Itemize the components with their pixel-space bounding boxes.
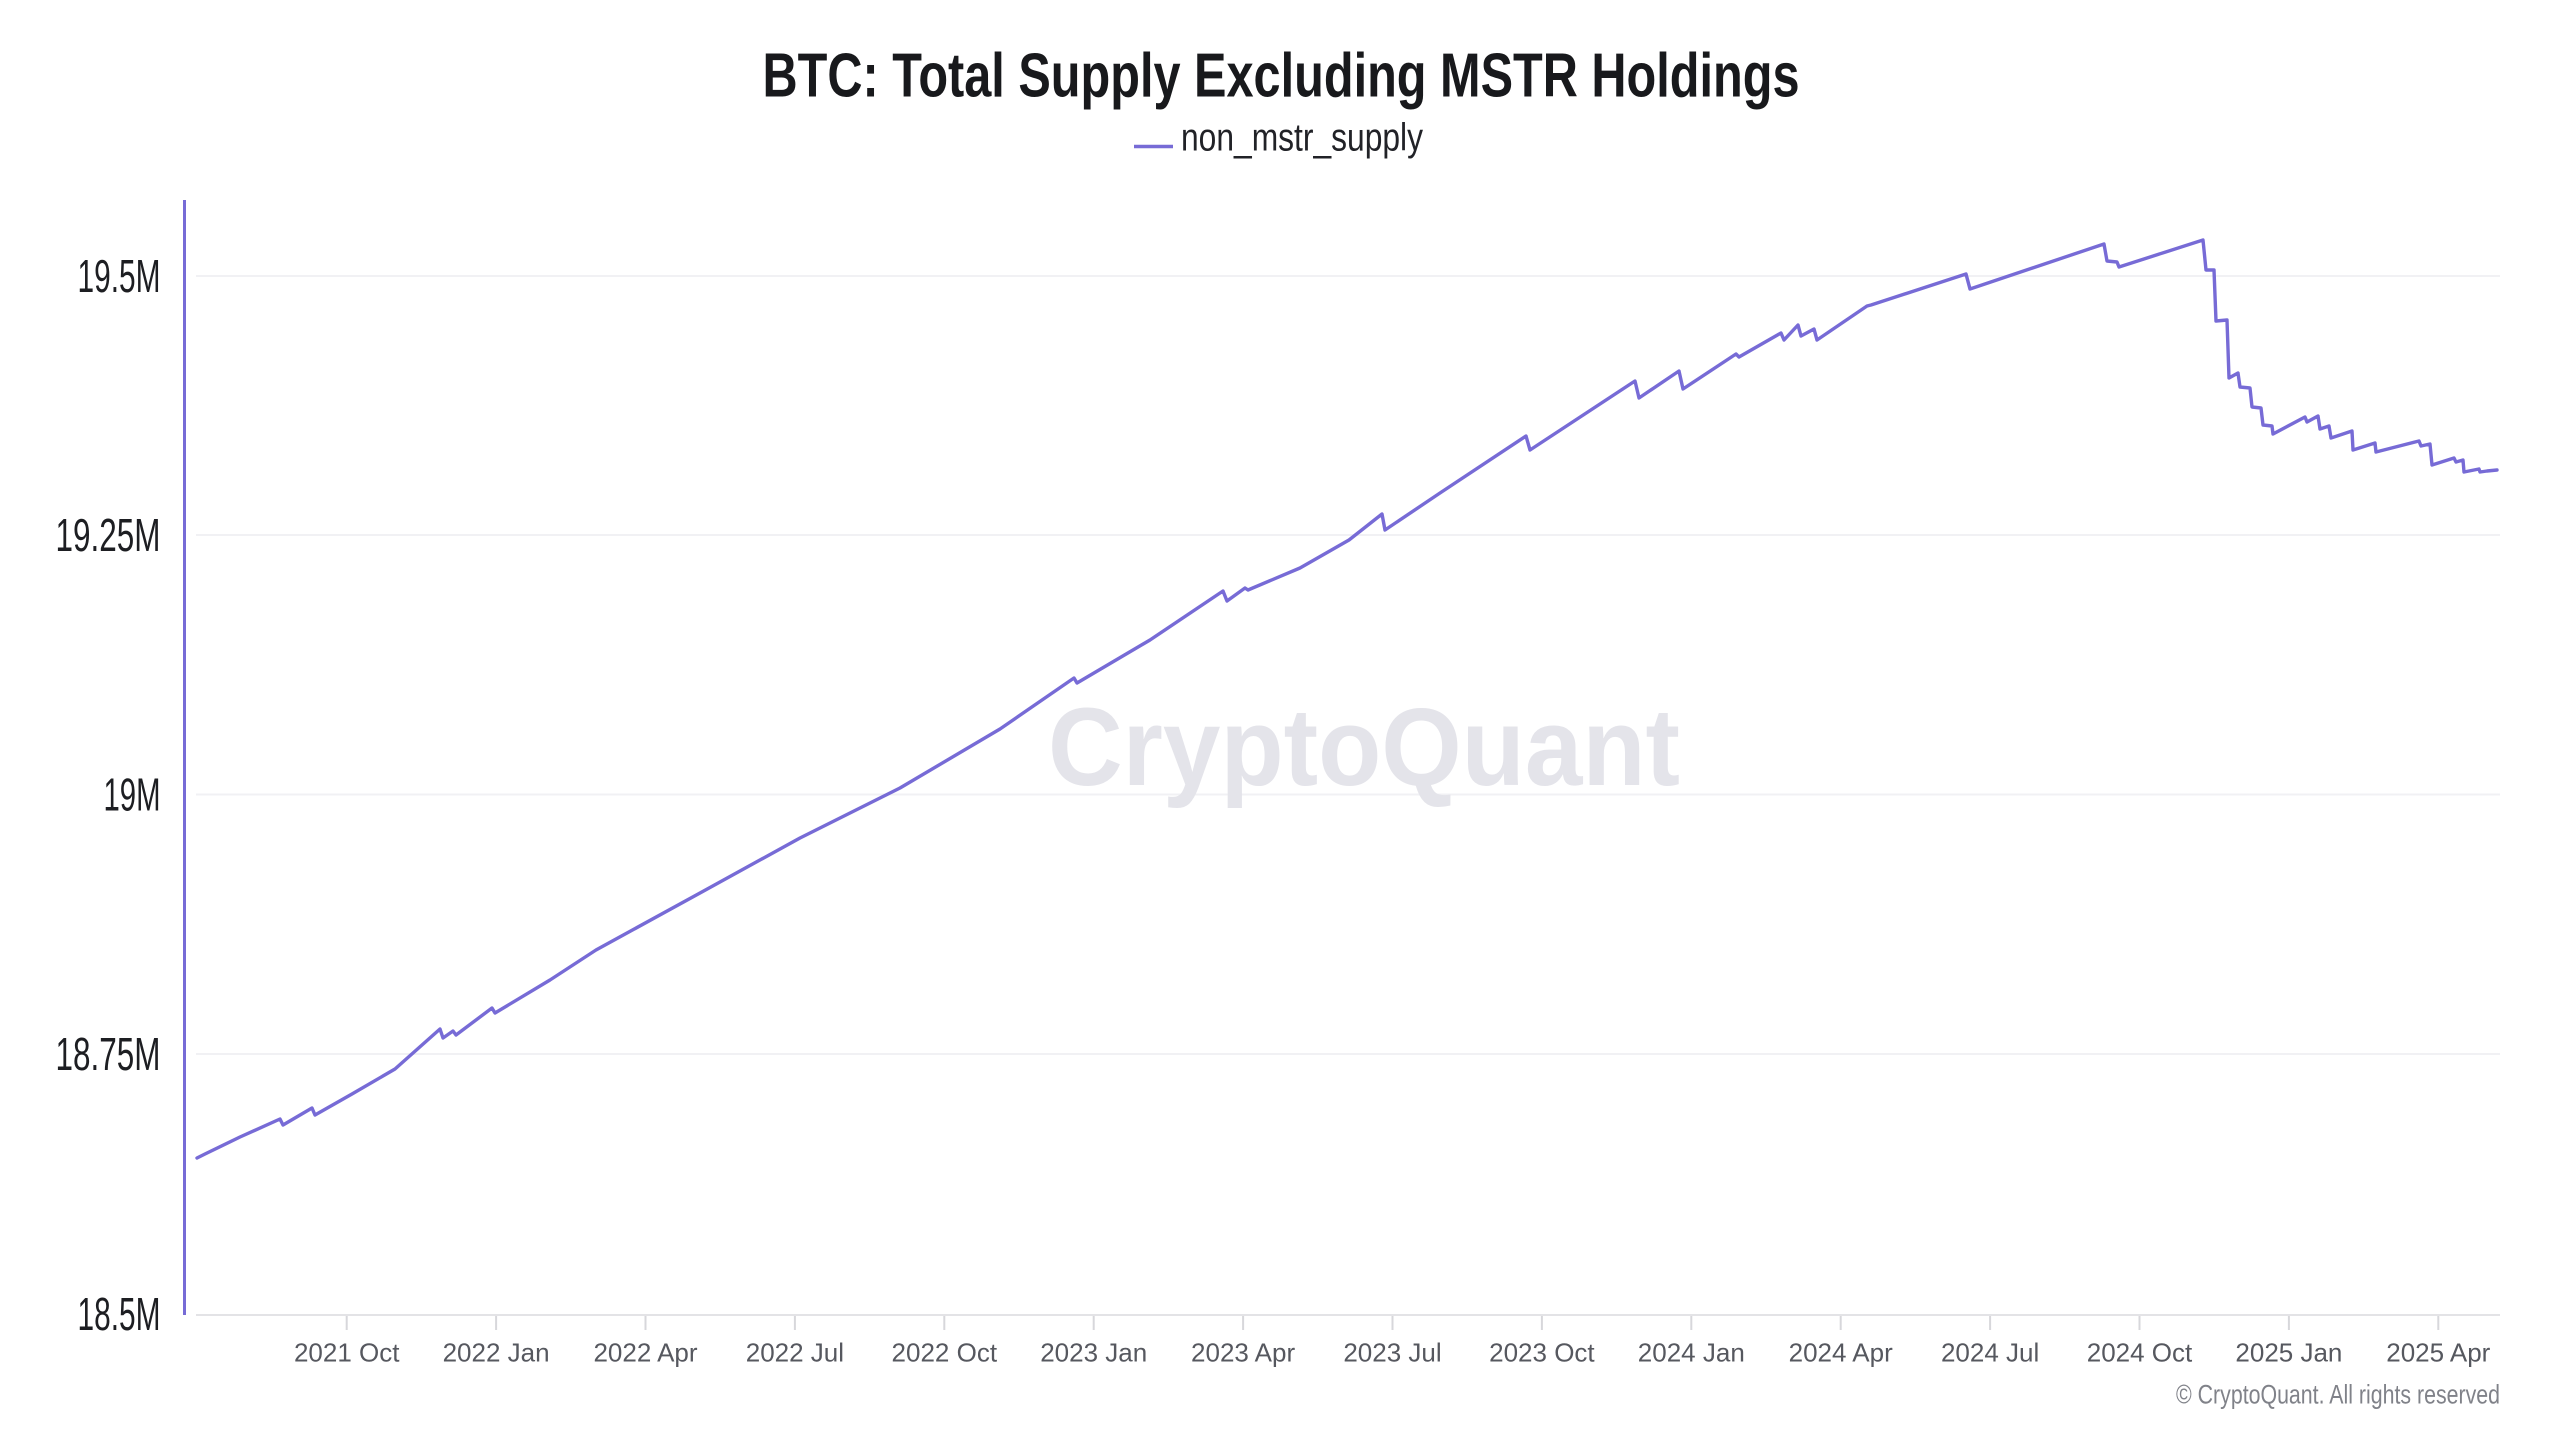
svg-text:2023 Jan: 2023 Jan (1040, 1338, 1147, 1368)
svg-text:2022 Apr: 2022 Apr (593, 1338, 697, 1368)
svg-text:2023 Oct: 2023 Oct (1489, 1338, 1595, 1368)
svg-text:non_mstr_supply: non_mstr_supply (1181, 117, 1423, 160)
svg-text:2023 Jul: 2023 Jul (1343, 1338, 1441, 1368)
svg-text:2022 Oct: 2022 Oct (892, 1338, 998, 1368)
svg-text:CryptoQuant: CryptoQuant (1048, 686, 1680, 809)
svg-text:2024 Oct: 2024 Oct (2087, 1338, 2193, 1368)
svg-text:2021 Oct: 2021 Oct (294, 1338, 400, 1368)
svg-text:2024 Jul: 2024 Jul (1941, 1338, 2039, 1368)
svg-text:2024 Apr: 2024 Apr (1789, 1338, 1893, 1368)
svg-text:2023 Apr: 2023 Apr (1191, 1338, 1295, 1368)
svg-text:BTC: Total Supply Excluding MS: BTC: Total Supply Excluding MSTR Holding… (763, 42, 1800, 111)
svg-text:18.75M: 18.75M (56, 1028, 161, 1080)
svg-text:2022 Jan: 2022 Jan (443, 1338, 550, 1368)
svg-text:2022 Jul: 2022 Jul (746, 1338, 844, 1368)
svg-text:2024 Jan: 2024 Jan (1638, 1338, 1745, 1368)
svg-text:18.5M: 18.5M (78, 1288, 161, 1340)
svg-text:19.5M: 19.5M (78, 250, 161, 302)
svg-text:19M: 19M (104, 769, 161, 821)
svg-text:19.25M: 19.25M (56, 509, 161, 561)
svg-text:2025 Apr: 2025 Apr (2386, 1338, 2490, 1368)
svg-text:2025 Jan: 2025 Jan (2235, 1338, 2342, 1368)
svg-text:© CryptoQuant. All rights rese: © CryptoQuant. All rights reserved (2176, 1380, 2500, 1410)
